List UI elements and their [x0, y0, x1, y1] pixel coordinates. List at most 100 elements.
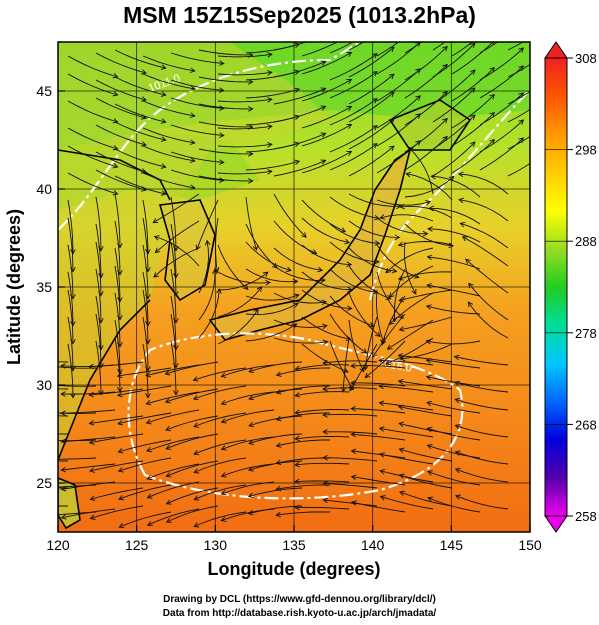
streamline-arrowhead [88, 363, 94, 370]
streamline [142, 100, 195, 117]
streamline [351, 382, 406, 387]
streamline-arrowhead [425, 199, 432, 206]
streamline [217, 125, 272, 130]
streamline-arrowhead [60, 514, 67, 520]
streamline [329, 313, 367, 354]
streamline-arrowhead [454, 450, 461, 456]
streamline-arrowhead [275, 389, 282, 395]
japan-land [210, 150, 410, 340]
streamline [221, 391, 275, 405]
streamline [273, 247, 323, 271]
streamline-arrowhead [458, 197, 464, 204]
streamline-arrowhead [311, 249, 318, 255]
streamline [273, 159, 326, 177]
streamline [451, 67, 495, 102]
streamline [432, 69, 476, 105]
streamline [89, 361, 144, 368]
streamline [323, 387, 378, 390]
streamline-arrowhead [164, 370, 171, 376]
streamline [427, 470, 481, 486]
streamline [376, 217, 428, 235]
streamline [323, 499, 378, 507]
streamline [170, 295, 177, 350]
streamline [348, 46, 395, 78]
streamline [61, 463, 116, 471]
streamline [198, 103, 253, 110]
streamline [198, 121, 253, 128]
streamline [380, 214, 434, 222]
streamline-arrowhead [153, 272, 159, 278]
streamline-arrowhead [301, 232, 307, 238]
streamline-arrowhead [399, 203, 405, 210]
streamline-arrowhead [385, 267, 391, 274]
streamline-arrowhead [98, 390, 104, 396]
streamline [329, 98, 378, 126]
streamline-arrowhead [219, 132, 225, 138]
streamline-arrowhead [422, 230, 429, 237]
streamline [217, 286, 262, 318]
streamline [67, 100, 118, 123]
streamline [381, 295, 406, 345]
streamline [170, 223, 177, 278]
streamline [380, 496, 434, 510]
streamline-arrowhead [152, 218, 159, 224]
streamline [166, 505, 219, 523]
streamline-arrowhead [320, 132, 327, 138]
streamline-arrowhead [374, 258, 380, 265]
streamline [114, 247, 121, 302]
streamline-arrowhead [346, 305, 353, 312]
streamline-arrowhead [426, 254, 433, 261]
streamline [398, 241, 453, 246]
streamline-arrowhead [220, 516, 227, 522]
streamline-arrowhead [14, 428, 19, 433]
streamline [468, 283, 509, 321]
streamline-arrowhead [468, 282, 474, 289]
streamline [323, 457, 378, 462]
streamline-arrowhead [193, 450, 200, 456]
streamline [399, 316, 453, 331]
streamline-arrowhead [275, 371, 282, 377]
streamline-arrowhead [275, 459, 282, 466]
streamline [118, 484, 172, 500]
streamline-arrowhead [426, 443, 433, 450]
streamline [61, 508, 116, 519]
streamline [194, 511, 247, 527]
streamline [170, 97, 224, 109]
streamline [67, 145, 118, 168]
streamline [61, 481, 116, 490]
streamline-arrowhead [247, 151, 254, 157]
streamline-arrowhead [247, 492, 254, 499]
streamline-arrowhead [378, 383, 385, 390]
streamline [507, 90, 530, 105]
streamline-arrowhead [118, 522, 125, 529]
streamline [379, 453, 434, 465]
streamline-arrowhead [548, 21, 553, 26]
streamline [198, 49, 253, 56]
streamline-arrowhead [70, 321, 76, 327]
streamline-arrowhead [267, 70, 273, 76]
streamline-arrowhead [145, 399, 152, 406]
streamline [398, 406, 453, 417]
streamline-arrowhead [112, 118, 119, 124]
streamline-arrowhead [397, 353, 404, 359]
streamline [58, 460, 69, 462]
streamline [301, 289, 352, 310]
streamline [118, 439, 172, 453]
streamline [455, 424, 509, 438]
streamline-arrowhead [398, 326, 405, 332]
streamline-arrowhead [398, 473, 405, 479]
streamline [170, 124, 224, 136]
streamline-arrowhead [457, 171, 464, 178]
streamline [221, 436, 275, 450]
streamline-arrowhead [220, 472, 227, 478]
streamline-arrowhead [427, 226, 433, 232]
y-axis-ticks: 25 30 35 40 45 [36, 83, 65, 491]
streamline-arrowhead [294, 409, 301, 416]
streamline [119, 511, 172, 528]
streamline-arrowhead [321, 299, 328, 306]
streamline [217, 143, 272, 148]
streamline-arrowhead [14, 484, 19, 489]
streamline [479, 47, 524, 81]
streamline-arrowhead [112, 73, 119, 79]
streamline-arrowhead [442, 117, 448, 124]
